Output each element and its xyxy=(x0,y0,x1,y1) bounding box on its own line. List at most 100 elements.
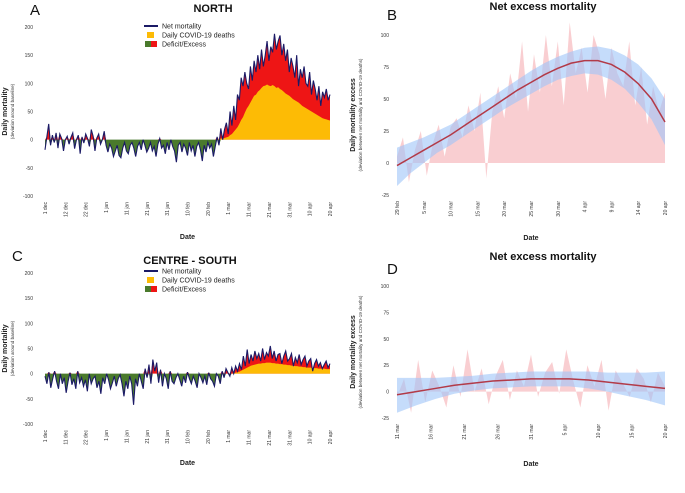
x-tick-label: 30 mar xyxy=(556,201,562,217)
y-axis-label: Daily mortality xyxy=(2,87,9,135)
y-tick-label: 0 xyxy=(386,390,389,396)
y-axis-sublabel: (deviation between net mortality and COV… xyxy=(358,295,363,408)
x-tick-label: 11 mar xyxy=(247,430,253,446)
y-tick-label: 100 xyxy=(381,284,390,290)
daily-excess-area xyxy=(397,22,665,183)
y-tick-label: 0 xyxy=(386,161,389,167)
x-tick-label: 11 mar xyxy=(395,424,401,440)
confidence-band xyxy=(397,46,665,187)
y-tick-label: 75 xyxy=(383,65,389,71)
x-tick-label: 14 apr xyxy=(636,201,642,216)
chart-title: Net excess mortality xyxy=(490,1,598,13)
x-tick-label: 21 mar xyxy=(462,424,468,440)
confidence-band xyxy=(397,371,665,413)
x-tick-label: 29 feb xyxy=(395,201,401,215)
y-tick-label: -100 xyxy=(23,194,33,200)
x-tick-label: 11 dec xyxy=(63,430,69,445)
y-axis-label: Daily mortality excess xyxy=(350,315,357,389)
y-tick-label: -50 xyxy=(26,166,33,172)
x-tick-label: 11 jan xyxy=(124,430,130,443)
legend-label: Net mortality xyxy=(162,24,202,31)
y-axis-label: Daily mortality xyxy=(2,324,9,372)
x-tick-label: 9 apr xyxy=(609,201,615,213)
x-tick-label: 21 jan xyxy=(145,430,151,444)
legend-label: Net mortality xyxy=(162,269,202,276)
x-tick-label: 22 dec xyxy=(84,430,90,446)
x-tick-label: 21 mar xyxy=(267,430,273,446)
legend-label: Deficit/Excess xyxy=(162,42,206,49)
y-tick-label: 100 xyxy=(381,33,390,39)
legend-swatch-covid xyxy=(147,277,154,283)
legend-swatch-excess xyxy=(151,286,157,292)
x-tick-label: 1 mar xyxy=(226,430,232,443)
x-tick-label: 31 jan xyxy=(165,430,171,444)
x-tick-label: 15 apr xyxy=(630,424,636,439)
x-tick-label: 20 feb xyxy=(206,202,212,216)
y-tick-label: 200 xyxy=(25,25,34,31)
y-tick-label: 25 xyxy=(383,363,389,369)
x-axis-label: Date xyxy=(523,461,538,468)
x-tick-label: 10 apr xyxy=(596,424,602,439)
x-tick-label: 31 mar xyxy=(287,430,293,446)
y-tick-label: -25 xyxy=(382,416,389,422)
legend-label: Deficit/Excess xyxy=(162,287,206,294)
x-tick-label: 1 dec xyxy=(43,430,49,443)
x-tick-label: 10 feb xyxy=(186,430,192,444)
y-tick-label: 25 xyxy=(383,129,389,135)
x-tick-label: 21 mar xyxy=(267,202,273,218)
x-tick-label: 20 apr xyxy=(328,202,334,217)
chart-centre-south-excess: D Net excess mortality -25 0 25 50 75 100 Daily … xyxy=(350,251,669,468)
y-tick-label: 50 xyxy=(383,337,389,343)
x-tick-label: 1 jan xyxy=(104,430,110,441)
x-tick-label: 21 jan xyxy=(145,202,151,216)
covid-deaths-area xyxy=(45,362,330,374)
x-tick-label: 31 jan xyxy=(165,202,171,216)
x-tick-label: 31 mar xyxy=(287,202,293,218)
x-tick-label: 10 feb xyxy=(186,202,192,216)
y-axis-sublabel: (deviation around baseline) xyxy=(10,83,15,139)
y-tick-label: 150 xyxy=(25,53,34,59)
chart-title: Net excess mortality xyxy=(490,251,598,263)
x-tick-label: 20 feb xyxy=(206,430,212,444)
y-axis-label: Daily mortality excess xyxy=(350,78,357,152)
y-tick-label: 75 xyxy=(383,310,389,316)
chart-north: A NORTH -100 -50 0 50 100 150 200 Daily mortality… xyxy=(2,2,334,241)
chart-centre-south: C CENTRE - SOUTH -100 -50 0 50 100 150 200 Daily … xyxy=(2,248,334,467)
legend-swatch-excess xyxy=(151,41,157,47)
y-tick-label: 50 xyxy=(383,97,389,103)
x-axis-label: Date xyxy=(180,234,195,241)
y-tick-label: 100 xyxy=(25,81,34,87)
panel-letter: C xyxy=(12,248,23,265)
net-mortality-line xyxy=(44,33,331,163)
x-tick-label: 26 mar xyxy=(496,424,502,440)
y-tick-label: 50 xyxy=(27,347,33,353)
net-mortality-line xyxy=(44,345,331,405)
x-tick-label: 11 jan xyxy=(124,202,130,215)
trend-line xyxy=(396,59,666,167)
x-tick-label: 20 apr xyxy=(663,424,669,439)
panel-letter: D xyxy=(387,261,398,278)
legend-swatch-deficit xyxy=(145,41,151,47)
trend-line xyxy=(396,378,666,396)
y-tick-label: 150 xyxy=(25,296,34,302)
legend-swatch-covid xyxy=(147,32,154,38)
deficit-area xyxy=(45,139,330,163)
x-tick-label: 1 jan xyxy=(104,202,110,213)
y-tick-label: 0 xyxy=(30,372,33,378)
x-tick-label: 20 apr xyxy=(328,430,334,445)
legend-swatch-deficit xyxy=(145,286,151,292)
y-axis-sublabel: (deviation between net mortality and COV… xyxy=(358,58,363,171)
x-tick-label: 5 apr xyxy=(563,424,569,436)
x-tick-label: 22 dec xyxy=(84,202,90,218)
x-tick-label: 11 mar xyxy=(247,202,253,218)
legend-label: Daily COVID-19 deaths xyxy=(162,278,235,285)
x-tick-label: 10 apr xyxy=(308,430,314,445)
x-tick-label: 15 mar xyxy=(475,201,481,217)
x-axis-label: Date xyxy=(180,460,195,467)
x-tick-label: 10 mar xyxy=(449,201,455,217)
deficit-area xyxy=(45,373,330,405)
x-tick-label: 4 apr xyxy=(583,201,589,213)
y-tick-label: -25 xyxy=(382,193,389,199)
panel-letter: B xyxy=(387,7,397,24)
chart-title: NORTH xyxy=(193,3,232,15)
